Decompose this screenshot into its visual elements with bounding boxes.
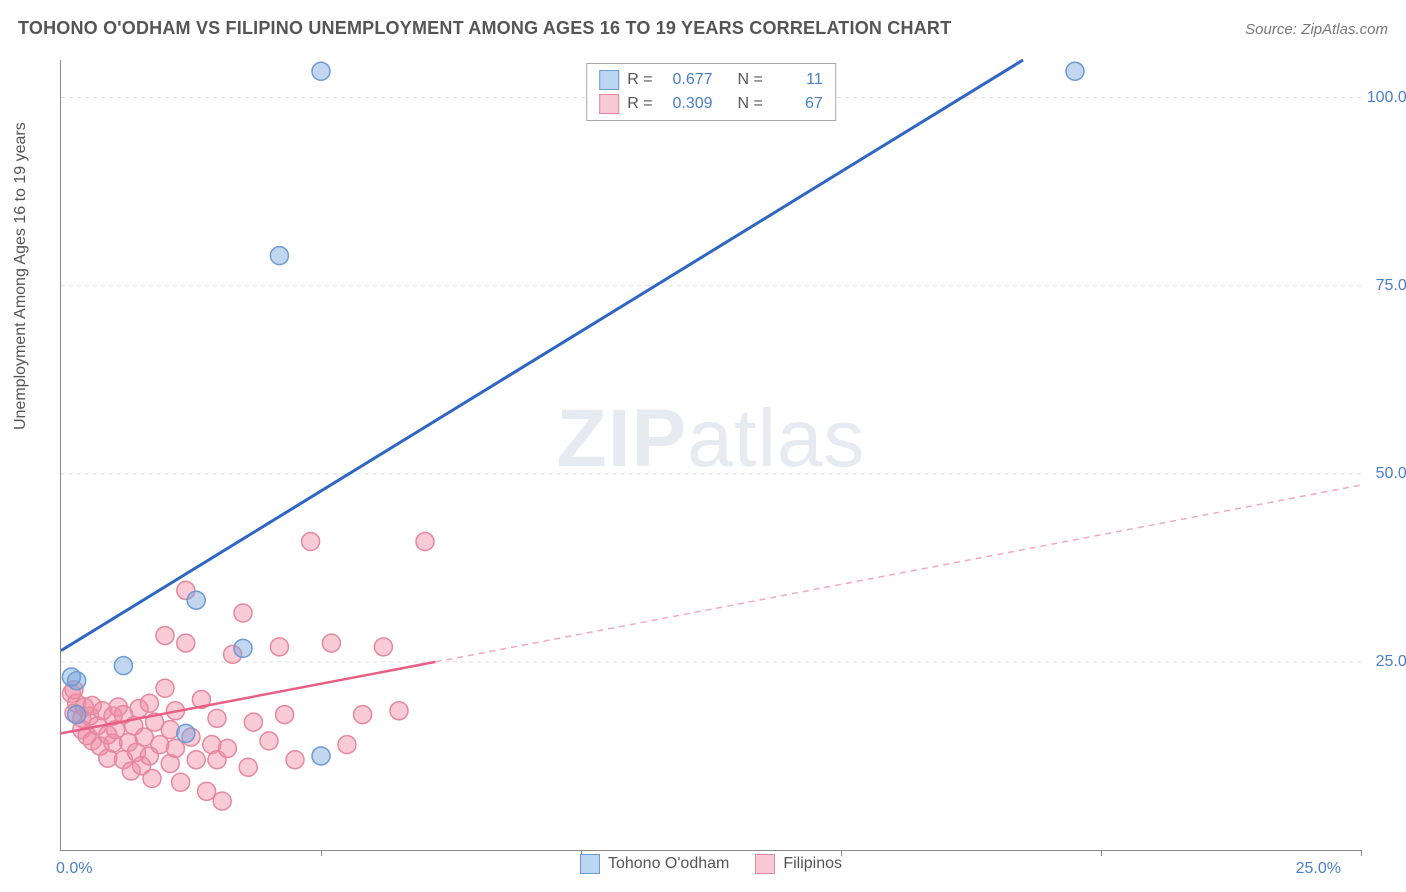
stats-legend: R = 0.677 N = 11 R = 0.309 N = 67 [586,63,836,121]
y-axis-label: Unemployment Among Ages 16 to 19 years [12,122,30,430]
swatch-series1-icon [580,854,600,874]
swatch-series2-icon [755,854,775,874]
x-tick-mark [321,850,322,856]
y-tick-label: 50.0% [1366,465,1406,483]
n-label: N = [737,68,762,92]
source-attribution: Source: ZipAtlas.com [1245,21,1388,39]
x-axis-end-label: 25.0% [1296,860,1341,878]
r-value-series1: 0.677 [661,68,713,92]
legend-item-series1: Tohono O'odham [580,852,729,876]
n-value-series1: 11 [771,68,823,92]
stats-row-series1: R = 0.677 N = 11 [599,68,823,92]
r-label: R = [627,92,652,116]
scatter-svg [61,60,1361,850]
legend-label-series1: Tohono O'odham [608,852,729,876]
stats-row-series2: R = 0.309 N = 67 [599,92,823,116]
r-label: R = [627,68,652,92]
x-tick-mark [1361,850,1362,856]
series-legend: Tohono O'odham Filipinos [580,852,842,876]
source-value: ZipAtlas.com [1301,21,1388,38]
source-label: Source: [1245,21,1297,38]
swatch-series1 [599,70,619,90]
chart-plot-area: ZIPatlas 25.0%50.0%75.0%100.0% 0.0% 25.0… [60,60,1361,851]
r-value-series2: 0.309 [661,92,713,116]
y-tick-label: 25.0% [1366,653,1406,671]
x-tick-mark [1101,850,1102,856]
n-label: N = [737,92,762,116]
swatch-series2 [599,94,619,114]
legend-item-series2: Filipinos [755,852,842,876]
x-axis-origin-label: 0.0% [56,860,92,878]
chart-title: TOHONO O'ODHAM VS FILIPINO UNEMPLOYMENT … [18,18,951,39]
y-tick-label: 75.0% [1366,277,1406,295]
legend-label-series2: Filipinos [783,852,842,876]
y-tick-label: 100.0% [1366,89,1406,107]
n-value-series2: 67 [771,92,823,116]
